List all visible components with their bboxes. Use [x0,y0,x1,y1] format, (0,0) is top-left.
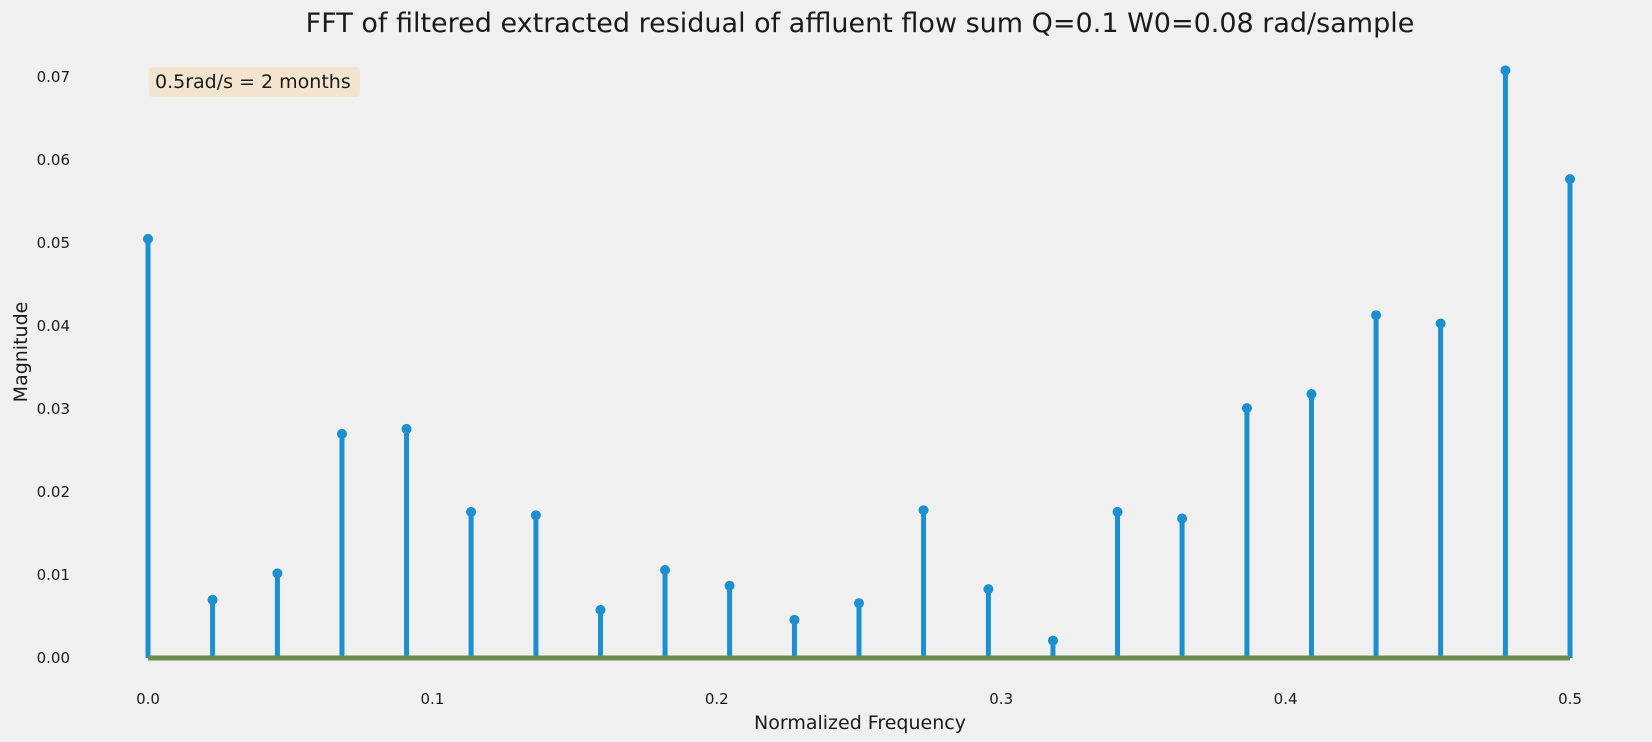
stem-marker [143,233,153,244]
stem-marker [1371,310,1382,321]
stem-marker [530,510,541,521]
stem-marker [1435,318,1446,329]
x-tick-label: 0.3 [989,690,1013,708]
stem-marker [724,580,735,591]
x-tick-label: 0.4 [1274,690,1298,708]
annotation-background [149,67,360,97]
stem-marker [272,568,283,579]
y-tick-label: 0.01 [37,566,70,584]
stem-marker [466,506,477,517]
stem-marker [1306,389,1317,400]
chart-title: FFT of filtered extracted residual of af… [306,8,1415,39]
annotation-text: 0.5rad/s = 2 months [155,71,351,93]
annotation-box: 0.5rad/s = 2 months [149,67,360,97]
stem-marker [1241,403,1252,414]
stem-marker [1565,174,1575,185]
stem-series [143,65,1575,658]
y-tick-label: 0.02 [37,483,70,501]
stem-marker [1112,506,1123,517]
stem-marker [1177,513,1188,524]
y-tick-labels: 0.00 0.01 0.02 0.03 0.04 0.05 0.06 0.07 [37,68,70,667]
stem-marker [1047,635,1058,646]
stem-marker [983,584,994,595]
x-tick-label: 0.0 [136,690,160,708]
stem-marker [660,565,671,576]
x-axis-label: Normalized Frequency [754,712,966,734]
y-tick-label: 0.04 [37,317,70,335]
stem-marker [207,594,218,605]
stem-marker [401,423,412,434]
x-tick-label: 0.1 [420,690,444,708]
y-tick-label: 0.06 [37,151,70,169]
stem-marker [1500,65,1511,76]
x-tick-label: 0.5 [1558,690,1582,708]
x-tick-label: 0.2 [705,690,729,708]
stem-marker [595,604,606,615]
y-axis-label: Magnitude [10,302,32,403]
y-tick-label: 0.07 [37,68,70,86]
stem-marker [854,598,864,609]
y-tick-label: 0.03 [37,400,70,418]
y-tick-label: 0.00 [37,649,70,667]
y-tick-label: 0.05 [37,234,70,252]
stem-marker [918,505,929,516]
stem-marker [789,614,800,625]
x-tick-labels: 0.0 0.1 0.2 0.3 0.4 0.5 [136,690,1582,708]
stem-marker [336,428,347,439]
